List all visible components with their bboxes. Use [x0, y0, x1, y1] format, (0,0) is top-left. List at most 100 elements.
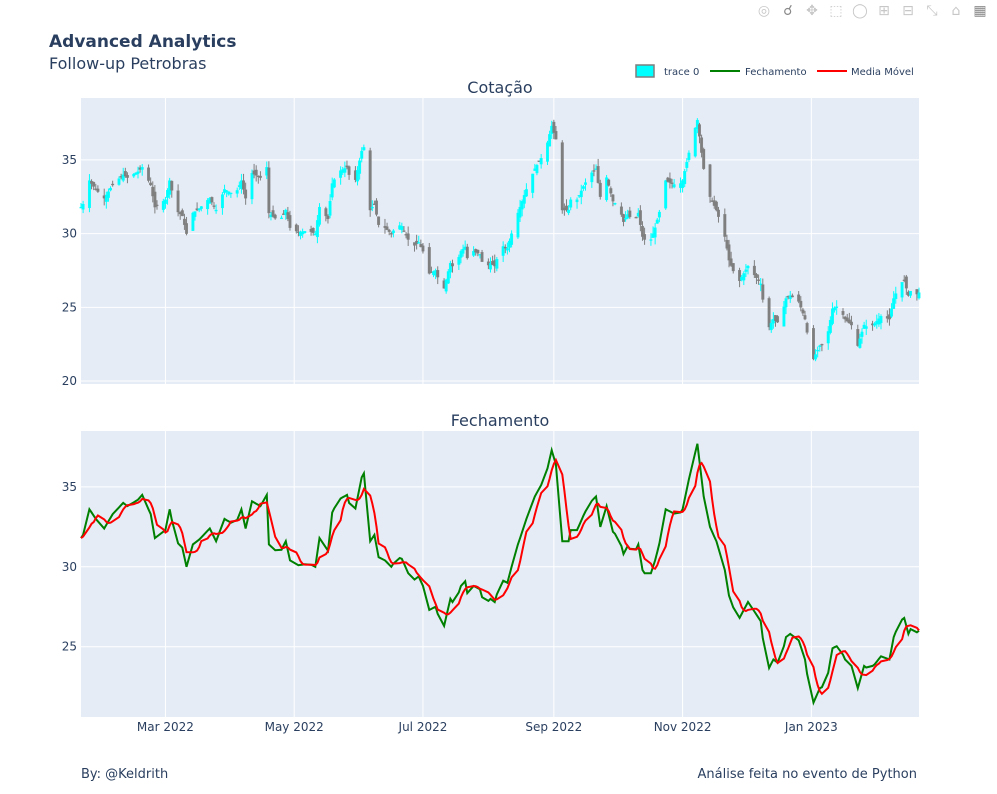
footer-author: By: @Keldrith [81, 767, 169, 782]
candle-body [702, 149, 706, 169]
candle-body [655, 219, 659, 224]
candle-body [368, 150, 372, 211]
lasso-select-icon[interactable]: ◯ [852, 3, 868, 19]
candle-body [125, 175, 129, 178]
candle-body [182, 218, 186, 225]
candle-body [191, 212, 195, 231]
candle-body [444, 279, 448, 292]
candle-body [193, 211, 197, 217]
candle-body [892, 298, 896, 309]
candle-body [111, 183, 115, 186]
candle-body [109, 188, 113, 191]
candle-body [427, 247, 431, 274]
candle-body [489, 262, 492, 270]
candle-body [225, 190, 229, 192]
box-select-icon[interactable]: ⬚ [829, 3, 843, 19]
candle-body [535, 165, 539, 174]
candle-body [140, 167, 144, 170]
candle-body [672, 184, 676, 188]
candle-body [391, 230, 395, 234]
candle-body [590, 172, 594, 183]
candle-body [759, 283, 763, 285]
candle-body [611, 194, 615, 202]
candle-body [850, 321, 853, 326]
candle-body [472, 251, 476, 256]
candle-body [522, 195, 526, 204]
candle-body [805, 323, 809, 333]
candle-body [592, 170, 596, 172]
candle-body [598, 182, 602, 197]
candle-body [700, 137, 704, 153]
candle-body [480, 252, 484, 262]
legend-label-media-movel: Media Móvel [851, 66, 914, 78]
candle-body [180, 210, 184, 217]
candle-body [657, 211, 661, 218]
candle-body [406, 233, 410, 240]
candle-body [634, 216, 638, 219]
candle-body [539, 157, 543, 165]
candle-body [280, 217, 283, 220]
candle-body [909, 290, 913, 296]
zoom-out-icon[interactable]: ⊟ [902, 3, 914, 19]
pan-icon[interactable]: ✥ [806, 3, 818, 19]
candle-body [584, 182, 587, 185]
candle-body [250, 173, 254, 200]
candle-body [668, 178, 672, 183]
candle-body [723, 214, 727, 237]
subplot-title: Fechamento [451, 411, 550, 430]
candle-body [132, 173, 136, 177]
autoscale-icon[interactable]: ⤡ [926, 3, 938, 19]
candle-body [214, 209, 218, 212]
candle-body [820, 343, 824, 346]
candle-body [596, 166, 600, 183]
candle-body [465, 246, 469, 259]
candle-body [771, 318, 775, 324]
x-tick-label: Jul 2022 [398, 720, 448, 734]
candle-body [565, 205, 568, 211]
camera-icon[interactable]: ◎ [757, 3, 771, 19]
zoom-icon[interactable]: ☌ [783, 3, 793, 19]
candle-body [799, 300, 803, 308]
candle-body [757, 279, 761, 281]
candle-body [864, 326, 868, 329]
candle-body [769, 322, 773, 331]
candle-body [254, 169, 258, 176]
candle-body [752, 265, 756, 276]
chart-canvas[interactable]: 20 25 30 35 Cotação 25 30 35 Fechamento Mar 2022 M… [0, 0, 997, 760]
candle-body [831, 308, 834, 324]
candle-body [96, 188, 100, 192]
candle-body [258, 175, 262, 178]
reset-axes-icon[interactable]: ⌂ [951, 3, 961, 19]
candle-body [92, 181, 96, 187]
candle-body [761, 284, 765, 300]
candle-body [624, 217, 628, 220]
candle-body [605, 177, 609, 201]
candle-body [330, 183, 334, 198]
candle-body [681, 180, 685, 189]
plotly-logo-icon[interactable]: ▦ [973, 3, 987, 19]
footer-note: Análise feita no evento de Python [697, 767, 918, 782]
candlestick-series [79, 118, 921, 362]
candle-body [153, 191, 157, 208]
candle-body [858, 338, 862, 348]
candle-body [402, 230, 406, 232]
candle-body [362, 147, 366, 151]
zoom-in-icon[interactable]: ⊞ [878, 3, 890, 19]
plot-area-1 [81, 98, 919, 384]
candle-body [347, 166, 351, 175]
candle-body [782, 306, 786, 327]
candle-body [339, 170, 343, 178]
chart-subtitle: Follow-up Petrobras [49, 54, 207, 73]
candle-body [326, 215, 330, 220]
candle-body [343, 168, 347, 173]
candle-body [375, 200, 378, 215]
y-tick-label: 25 [62, 640, 77, 654]
candle-body [653, 227, 657, 238]
candle-body [683, 171, 687, 185]
candle-body [894, 293, 898, 300]
candle-body [833, 307, 837, 311]
candle-body [220, 194, 224, 209]
candle-body [879, 316, 883, 324]
candle-body [155, 204, 159, 207]
candle-body [451, 263, 454, 267]
